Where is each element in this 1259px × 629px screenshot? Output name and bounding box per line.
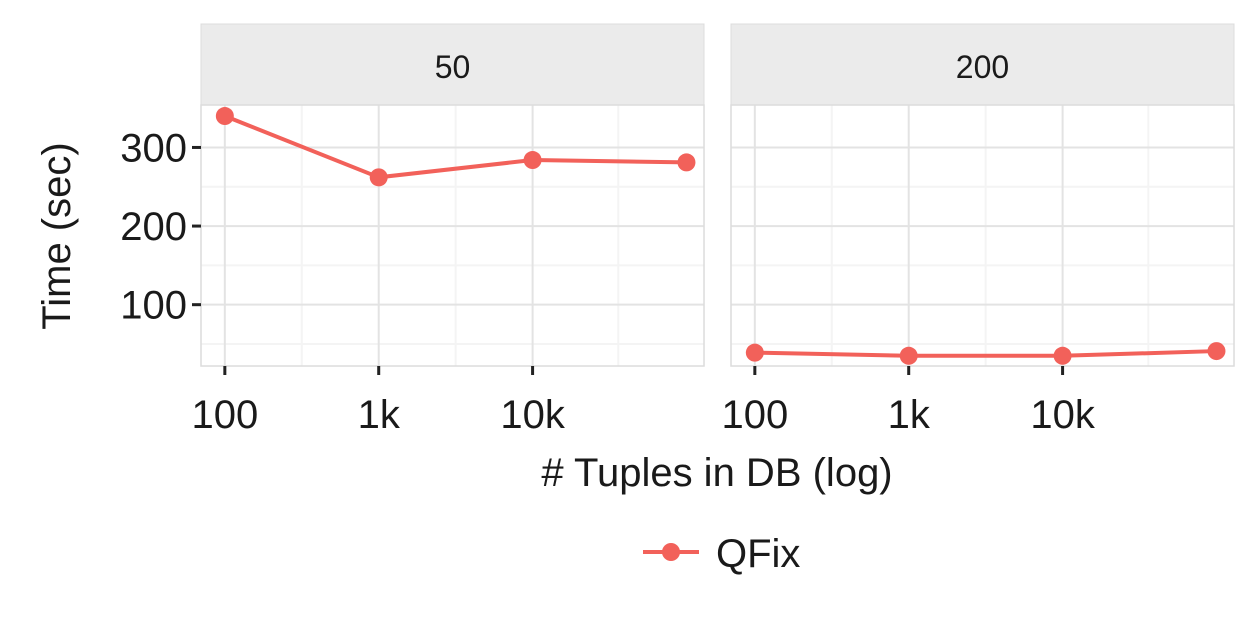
facet-strip-label: 200 xyxy=(956,49,1009,85)
data-point xyxy=(745,343,764,362)
data-point xyxy=(1207,342,1226,361)
x-tick-label: 10k xyxy=(1030,393,1095,437)
legend: QFix xyxy=(643,532,800,576)
panel-200: 200 xyxy=(730,23,1235,367)
data-point xyxy=(677,153,696,172)
x-tick-label: 1k xyxy=(358,393,401,437)
x-tick-label: 1k xyxy=(888,393,931,437)
x-tick-label: 10k xyxy=(500,393,565,437)
data-point xyxy=(369,168,388,187)
series-line-qfix xyxy=(754,349,1217,358)
x-axis-title: # Tuples in DB (log) xyxy=(541,451,892,495)
panels-layer: 50 200 xyxy=(200,23,1235,367)
x-tick-label: 100 xyxy=(191,393,258,437)
x-tick-label: 100 xyxy=(721,393,788,437)
series-line-qfix xyxy=(224,114,687,180)
panel-border xyxy=(200,104,705,367)
data-point xyxy=(899,346,918,365)
y-axis-title: Time (sec) xyxy=(35,142,79,329)
y-tick-label: 200 xyxy=(120,205,187,249)
data-point xyxy=(1053,346,1072,365)
facet-strip-label: 50 xyxy=(435,49,471,85)
facet-strip xyxy=(200,23,705,106)
y-tick-label: 100 xyxy=(120,284,187,328)
data-point xyxy=(215,107,234,126)
panel-background xyxy=(731,105,1234,366)
legend-key-marker xyxy=(662,543,680,561)
panel-border xyxy=(730,104,1235,367)
data-point xyxy=(523,151,542,170)
y-tick-label: 300 xyxy=(120,126,187,170)
panel-50: 50 xyxy=(200,23,705,367)
axes-layer: 100 1k 10k 100 1k 10k 100 200 300 xyxy=(120,126,1096,437)
panel-background xyxy=(201,105,704,366)
legend-label-qfix: QFix xyxy=(716,532,800,576)
